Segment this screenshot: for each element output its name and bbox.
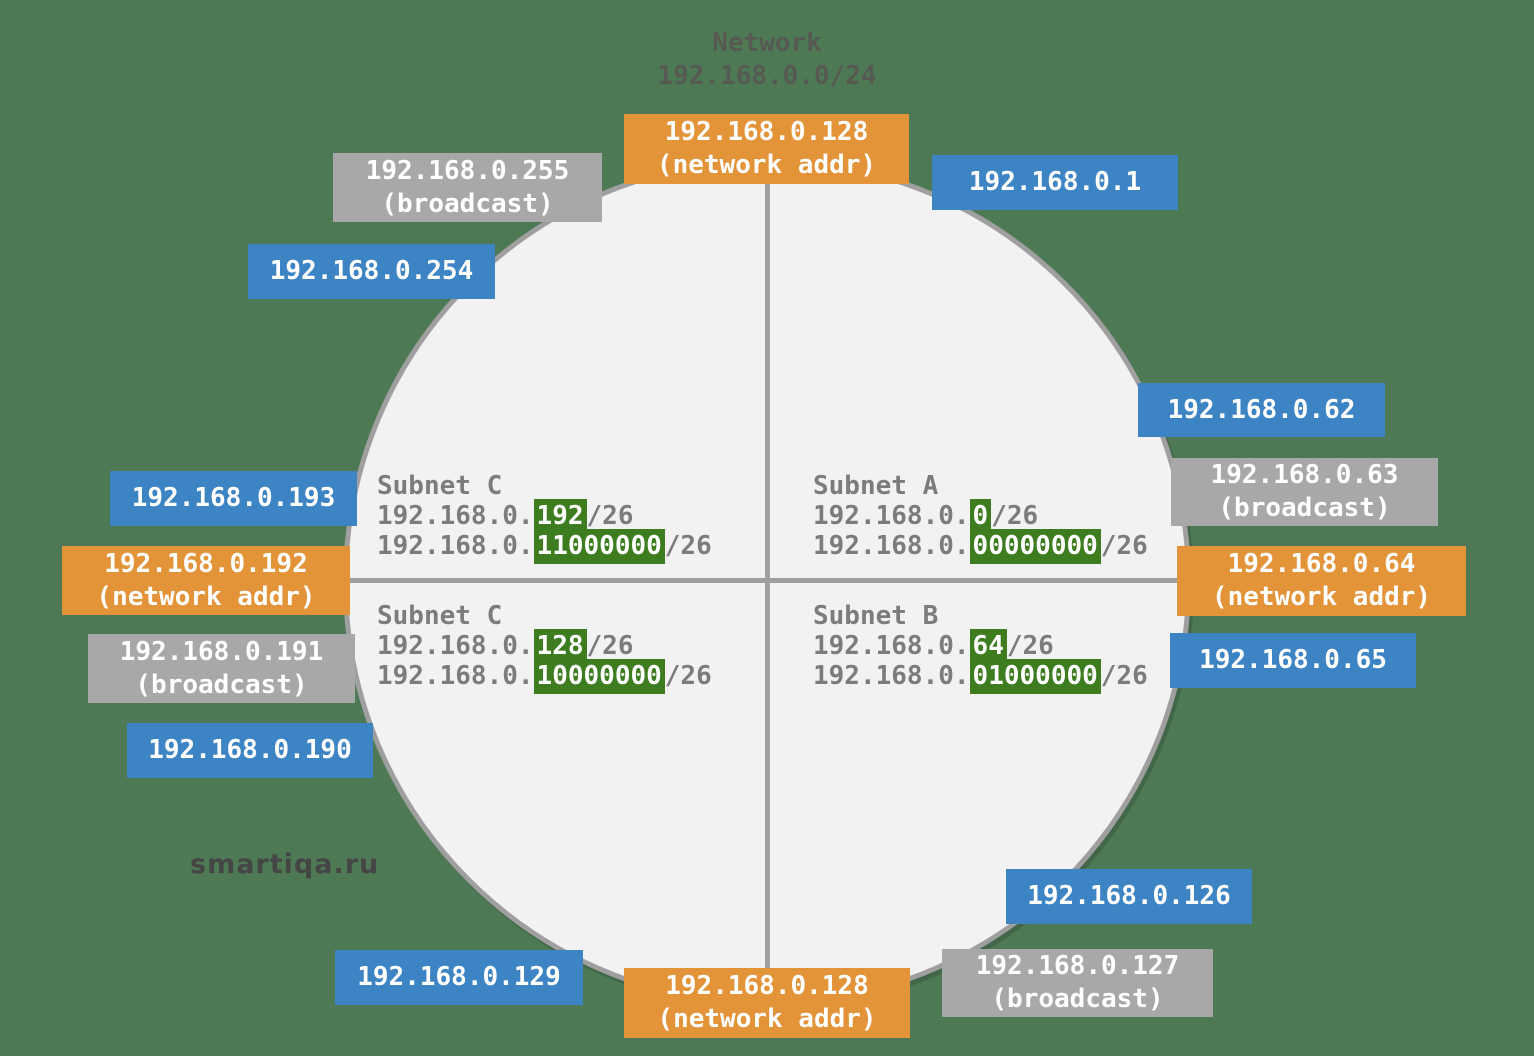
subnet-name: Subnet B — [813, 601, 939, 631]
binary-highlight: 00000000 — [969, 529, 1101, 564]
ip-text: 192.168.0.190 — [148, 735, 352, 765]
binary-highlight: 01000000 — [969, 659, 1101, 694]
role-text: (network addr) — [657, 1004, 877, 1034]
binary-suffix: /26 — [664, 531, 712, 561]
decimal-prefix: 192.168.0. — [377, 631, 534, 661]
binary-suffix: /26 — [664, 661, 712, 691]
decimal-suffix: /26 — [991, 501, 1039, 531]
decimal-suffix: /26 — [586, 501, 634, 531]
role-text: (broadcast) — [381, 188, 554, 219]
label-broadcast-127: 192.168.0.127 (broadcast) — [942, 949, 1213, 1017]
subnet-b-panel: Subnet B 192.168.0. 64/26 192.168.0. 01000… — [813, 601, 1148, 694]
decimal-highlight: 64 — [969, 629, 1007, 664]
label-host-62: 192.168.0.62 — [1138, 383, 1385, 437]
ip-text: 192.168.0.128 — [664, 117, 869, 147]
label-network-addr-192: 192.168.0.192 (network addr) — [62, 546, 350, 615]
ip-text: 192.168.0.64 — [1227, 549, 1416, 579]
label-network-addr-128-bottom: 192.168.0.128 (network addr) — [624, 968, 910, 1038]
decimal-prefix: 192.168.0. — [377, 501, 534, 531]
binary-prefix: 192.168.0. — [813, 531, 970, 561]
binary-prefix: 192.168.0. — [377, 661, 534, 691]
ip-text: 192.168.0.129 — [357, 962, 561, 992]
role-text: (broadcast) — [991, 984, 1164, 1014]
network-title-name: Network — [712, 28, 822, 58]
label-broadcast-63: 192.168.0.63 (broadcast) — [1171, 458, 1438, 526]
decimal-prefix: 192.168.0. — [813, 501, 970, 531]
subnet-name: Subnet C — [377, 601, 503, 631]
ip-text: 192.168.0.62 — [1167, 394, 1356, 425]
subnet-c-upper-panel: Subnet C 192.168.0. 192/26 192.168.0. 1100… — [377, 471, 712, 564]
binary-suffix: /26 — [1100, 531, 1148, 561]
label-host-129: 192.168.0.129 — [335, 950, 583, 1005]
ip-text: 192.168.0.255 — [365, 155, 570, 186]
decimal-highlight: 128 — [533, 629, 587, 664]
binary-suffix: /26 — [1100, 661, 1148, 691]
ip-text: 192.168.0.128 — [665, 971, 869, 1001]
label-host-65: 192.168.0.65 — [1170, 633, 1416, 688]
subnet-binary-line: 192.168.0. 00000000/26 — [813, 529, 1148, 564]
decimal-highlight: 192 — [533, 499, 587, 534]
ip-text: 192.168.0.1 — [968, 167, 1142, 197]
subnet-c-lower-panel: Subnet C 192.168.0. 128/26 192.168.0. 1000… — [377, 601, 712, 694]
role-text: (broadcast) — [1218, 493, 1391, 523]
label-broadcast-191: 192.168.0.191 (broadcast) — [88, 634, 355, 703]
binary-highlight: 11000000 — [533, 529, 665, 564]
subnet-name: Subnet A — [813, 471, 939, 501]
vertical-divider — [765, 162, 770, 1004]
label-host-1: 192.168.0.1 — [932, 155, 1178, 210]
subnet-binary-line: 192.168.0. 11000000/26 — [377, 529, 712, 564]
decimal-suffix: /26 — [586, 631, 634, 661]
subnet-a-panel: Subnet A 192.168.0. 0/26 192.168.0. 000000… — [813, 471, 1148, 564]
subnet-decimal-line: 192.168.0. 128/26 — [377, 629, 712, 664]
ip-text: 192.168.0.127 — [975, 951, 1180, 981]
subnet-binary-line: 192.168.0. 01000000/26 — [813, 659, 1148, 694]
ip-text: 192.168.0.63 — [1210, 460, 1399, 490]
decimal-prefix: 192.168.0. — [813, 631, 970, 661]
network-title-cidr: 192.168.0.0/24 — [657, 61, 877, 91]
horizontal-divider — [347, 578, 1187, 583]
label-host-254: 192.168.0.254 — [248, 244, 495, 299]
role-text: (network addr) — [656, 150, 877, 180]
ip-text: 192.168.0.191 — [119, 636, 324, 667]
binary-prefix: 192.168.0. — [377, 531, 534, 561]
ip-text: 192.168.0.192 — [104, 548, 308, 579]
subnet-name: Subnet C — [377, 471, 503, 501]
decimal-highlight: 0 — [969, 499, 992, 534]
role-text: (network addr) — [96, 581, 316, 612]
subnet-decimal-line: 192.168.0. 192/26 — [377, 499, 712, 534]
role-text: (broadcast) — [135, 669, 308, 700]
decimal-suffix: /26 — [1006, 631, 1054, 661]
label-broadcast-255: 192.168.0.255 (broadcast) — [333, 153, 602, 222]
label-network-addr-64: 192.168.0.64 (network addr) — [1177, 546, 1466, 616]
subnet-decimal-line: 192.168.0. 0/26 — [813, 499, 1148, 534]
label-host-190: 192.168.0.190 — [127, 723, 373, 778]
ip-text: 192.168.0.254 — [269, 256, 474, 286]
binary-prefix: 192.168.0. — [813, 661, 970, 691]
watermark: smartiqa.ru — [190, 849, 380, 880]
label-host-193: 192.168.0.193 — [110, 471, 357, 526]
subnet-decimal-line: 192.168.0. 64/26 — [813, 629, 1148, 664]
network-title: Network 192.168.0.0/24 — [0, 27, 1534, 93]
role-text: (network addr) — [1211, 582, 1432, 612]
ip-text: 192.168.0.65 — [1199, 645, 1387, 675]
label-network-addr-128-top: 192.168.0.128 (network addr) — [624, 114, 909, 184]
label-host-126: 192.168.0.126 — [1006, 869, 1252, 924]
binary-highlight: 10000000 — [533, 659, 665, 694]
ip-text: 192.168.0.126 — [1027, 881, 1231, 911]
subnet-binary-line: 192.168.0. 10000000/26 — [377, 659, 712, 694]
ip-text: 192.168.0.193 — [131, 483, 336, 513]
